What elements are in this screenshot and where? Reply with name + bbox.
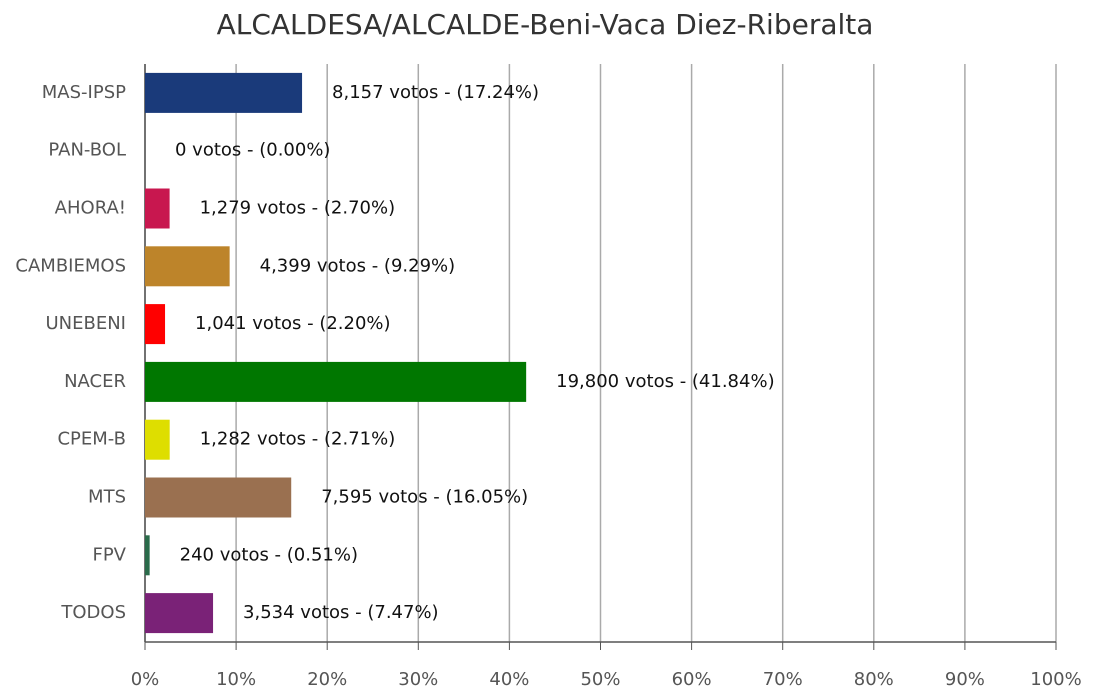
y-tick-label: CAMBIEMOS — [15, 255, 126, 276]
x-tick-label: 80% — [854, 669, 894, 690]
value-label: 1,279 votos - (2.70%) — [200, 198, 396, 219]
bar — [145, 72, 303, 113]
y-tick-label: CPEM-B — [57, 429, 126, 450]
x-tick-label: 20% — [307, 669, 347, 690]
bar — [145, 477, 292, 518]
chart-title: ALCALDESA/ALCALDE-Beni-Vaca Diez-Riberal… — [217, 8, 874, 41]
y-tick-label: FPV — [92, 544, 126, 565]
x-tick-label: 50% — [580, 669, 620, 690]
bar — [145, 361, 527, 402]
value-label: 3,534 votos - (7.47%) — [243, 602, 439, 623]
y-tick-label: MAS-IPSP — [42, 82, 126, 103]
y-tick-label: TODOS — [60, 602, 126, 623]
y-tick-label: NACER — [64, 371, 126, 392]
y-tick-label: MTS — [88, 487, 126, 508]
value-label: 4,399 votos - (9.29%) — [260, 255, 456, 276]
bar — [145, 535, 150, 576]
x-tick-label: 10% — [216, 669, 256, 690]
bar — [145, 419, 170, 460]
bar — [145, 304, 166, 345]
x-tick-label: 0% — [131, 669, 160, 690]
y-tick-label: AHORA! — [55, 198, 126, 219]
y-tick-label: PAN-BOL — [48, 140, 126, 161]
y-tick-label: UNEBENI — [45, 313, 126, 334]
x-tick-label: 30% — [398, 669, 438, 690]
value-label: 0 votos - (0.00%) — [175, 140, 330, 161]
bar — [145, 188, 170, 229]
value-label: 1,041 votos - (2.20%) — [195, 313, 391, 334]
value-label: 1,282 votos - (2.71%) — [200, 429, 396, 450]
x-tick-label: 90% — [945, 669, 985, 690]
value-label: 8,157 votos - (17.24%) — [332, 82, 539, 103]
bar — [145, 246, 230, 287]
value-label: 240 votos - (0.51%) — [180, 544, 358, 565]
value-label: 19,800 votos - (41.84%) — [556, 371, 774, 392]
x-tick-label: 40% — [489, 669, 529, 690]
x-tick-label: 60% — [672, 669, 712, 690]
x-tick-label: 70% — [763, 669, 803, 690]
x-tick-label: 100% — [1030, 669, 1081, 690]
value-label: 7,595 votos - (16.05%) — [321, 487, 528, 508]
bar — [145, 593, 214, 634]
